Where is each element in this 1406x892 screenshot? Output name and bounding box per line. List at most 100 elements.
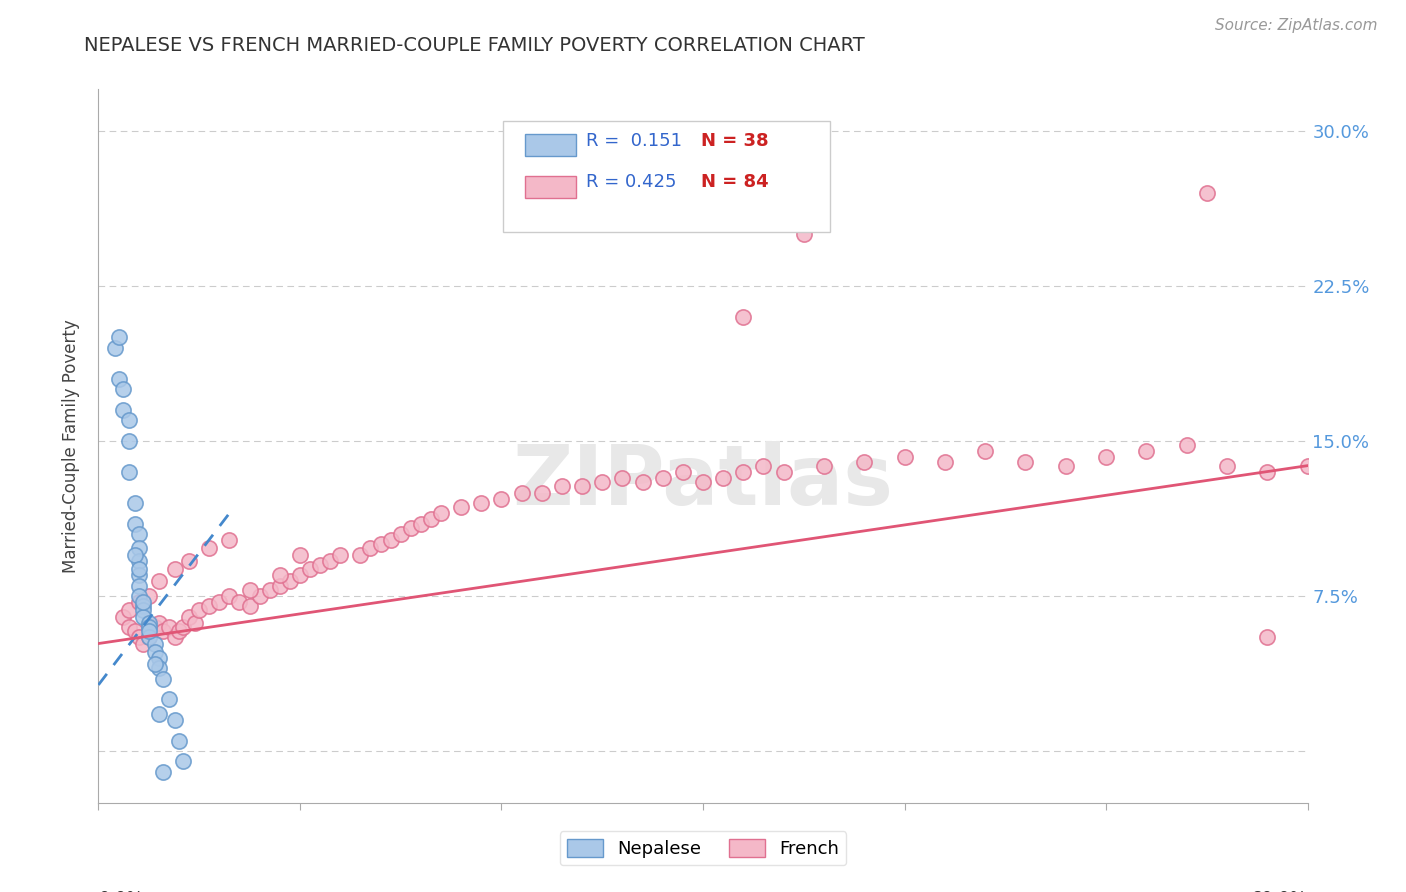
Y-axis label: Married-Couple Family Poverty: Married-Couple Family Poverty <box>62 319 80 573</box>
Point <box>893 450 915 465</box>
Point <box>319 554 342 568</box>
Point <box>329 548 352 562</box>
Point <box>107 372 129 386</box>
Point <box>198 541 221 556</box>
Point <box>118 434 141 448</box>
Point <box>1175 438 1198 452</box>
Text: N = 84: N = 84 <box>700 173 768 191</box>
Text: ZIPatlas: ZIPatlas <box>513 442 893 522</box>
Point <box>152 624 174 639</box>
Point <box>249 589 271 603</box>
Point <box>128 579 150 593</box>
Point <box>138 589 160 603</box>
Point <box>148 706 170 721</box>
Point <box>349 548 371 562</box>
Point <box>1256 465 1278 479</box>
Point <box>167 624 190 639</box>
Text: Source: ZipAtlas.com: Source: ZipAtlas.com <box>1215 18 1378 33</box>
Point <box>1135 444 1157 458</box>
Point <box>651 471 673 485</box>
Point <box>1095 450 1118 465</box>
Point <box>132 636 155 650</box>
Point <box>184 615 207 630</box>
Point <box>591 475 613 490</box>
Point <box>853 454 876 468</box>
Point <box>128 568 150 582</box>
Point <box>111 402 134 417</box>
Point <box>612 471 634 485</box>
Text: NEPALESE VS FRENCH MARRIED-COUPLE FAMILY POVERTY CORRELATION CHART: NEPALESE VS FRENCH MARRIED-COUPLE FAMILY… <box>84 36 865 54</box>
Point <box>1054 458 1077 473</box>
Point <box>172 755 194 769</box>
Point <box>389 527 412 541</box>
Point <box>124 624 146 639</box>
Point <box>107 330 129 344</box>
Point <box>124 548 146 562</box>
Point <box>813 458 835 473</box>
Point <box>239 599 262 614</box>
Point <box>571 479 593 493</box>
Point <box>138 630 160 644</box>
Point <box>148 661 170 675</box>
Point <box>179 609 201 624</box>
Text: 60.0%: 60.0% <box>1251 889 1308 892</box>
Text: R = 0.425: R = 0.425 <box>586 173 676 191</box>
FancyBboxPatch shape <box>526 135 576 156</box>
Point <box>103 341 125 355</box>
Point <box>132 599 155 614</box>
Point <box>259 582 281 597</box>
Point <box>118 603 141 617</box>
Point <box>208 595 231 609</box>
Point <box>138 620 160 634</box>
Point <box>128 630 150 644</box>
Point <box>132 609 155 624</box>
Point <box>128 541 150 556</box>
Point <box>188 603 211 617</box>
Point <box>631 475 654 490</box>
Point <box>491 491 513 506</box>
Point <box>409 516 432 531</box>
Point <box>118 620 141 634</box>
Point <box>278 574 301 589</box>
Point <box>752 458 775 473</box>
Point <box>450 500 472 514</box>
Point <box>148 615 170 630</box>
Point <box>111 609 134 624</box>
Point <box>128 554 150 568</box>
Point <box>692 475 714 490</box>
Point <box>1216 458 1239 473</box>
Point <box>1256 630 1278 644</box>
Point <box>1195 186 1218 200</box>
Point <box>148 574 170 589</box>
Point <box>530 485 553 500</box>
Point <box>309 558 332 572</box>
Point <box>793 227 815 241</box>
Point <box>179 554 201 568</box>
FancyBboxPatch shape <box>526 176 576 198</box>
Point <box>380 533 402 548</box>
Point <box>157 692 180 706</box>
Point <box>157 620 180 634</box>
Point <box>974 444 997 458</box>
Point <box>118 413 141 427</box>
Point <box>132 595 155 609</box>
Point <box>733 310 755 324</box>
Point <box>124 516 146 531</box>
Point <box>138 624 160 639</box>
Point <box>138 615 160 630</box>
Point <box>132 603 155 617</box>
Point <box>430 506 453 520</box>
Point <box>470 496 492 510</box>
Text: N = 38: N = 38 <box>700 132 768 150</box>
Point <box>218 589 240 603</box>
Point <box>167 733 190 747</box>
Point <box>288 568 311 582</box>
Point <box>128 595 150 609</box>
Point <box>143 657 166 672</box>
Point <box>772 465 794 479</box>
Point <box>269 568 291 582</box>
Point <box>128 527 150 541</box>
Point <box>218 533 240 548</box>
Point <box>143 636 166 650</box>
Point <box>239 582 262 597</box>
